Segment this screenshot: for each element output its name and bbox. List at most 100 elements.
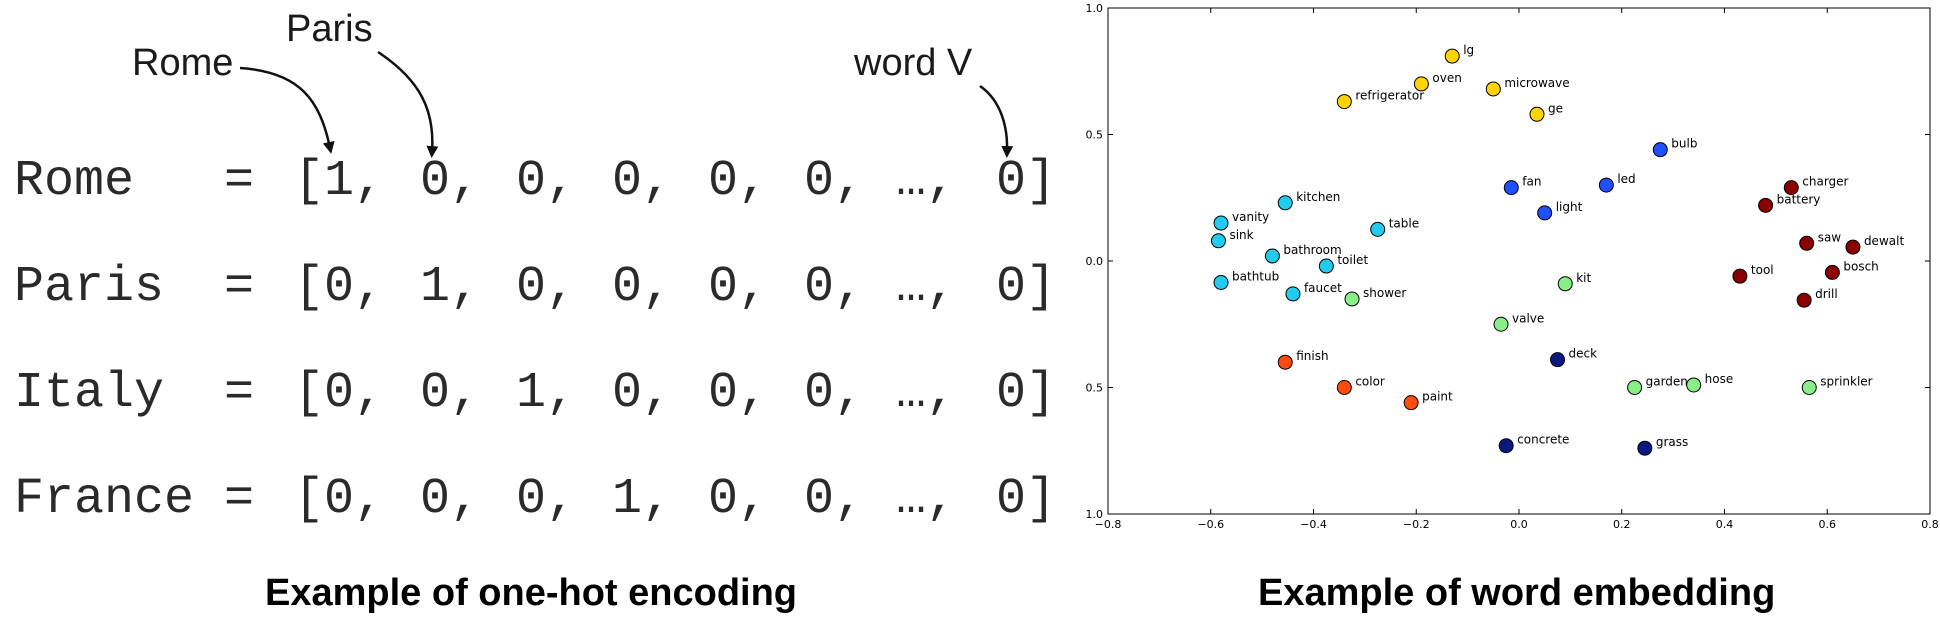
y-tick-label: 1.0 [1086, 2, 1104, 15]
vector-cell: 1, [612, 471, 673, 528]
point-label-vanity: vanity [1232, 210, 1269, 224]
vector-cell: 0, [324, 365, 385, 422]
x-tick-label: −0.4 [1300, 518, 1327, 531]
point-label-faucet: faucet [1304, 281, 1342, 295]
open-bracket: [ [294, 259, 325, 316]
callout-paris: Paris [286, 8, 373, 50]
point-sink [1210, 233, 1226, 249]
point-drill [1796, 292, 1812, 308]
equals-sign: = [224, 259, 255, 316]
point-label-toilet: toilet [1337, 253, 1368, 267]
point-label-light: light [1556, 200, 1583, 214]
point-color [1336, 380, 1352, 395]
vector-cell: 0, [804, 471, 865, 528]
x-tick-label: −0.8 [1095, 518, 1122, 531]
point-fan [1503, 180, 1519, 196]
x-tick-label: 0.8 [1921, 518, 1939, 531]
equals-sign: = [224, 471, 255, 528]
vector-cell: 0, [804, 153, 865, 210]
x-tick-label: 0.2 [1613, 518, 1631, 531]
point-label-bulb: bulb [1671, 137, 1697, 151]
row-word: France [14, 471, 195, 528]
x-tick-label: −0.6 [1197, 518, 1224, 531]
point-bathtub [1213, 275, 1229, 291]
open-bracket: [ [294, 153, 325, 210]
point-label-refrigerator: refrigerator [1355, 89, 1424, 103]
vector-cell: 0, [516, 471, 577, 528]
one-hot-panel: Rome Paris word V Rome = [ 1, 0, 0, 0, 0… [0, 8, 1060, 532]
point-label-finish: finish [1296, 349, 1328, 363]
equals-sign: = [224, 365, 255, 422]
point-charger [1783, 180, 1799, 196]
point-hose [1686, 377, 1702, 393]
vector-cell: …, [896, 471, 957, 528]
point-bathroom [1264, 248, 1280, 264]
vector-cell: 0 [996, 259, 1027, 316]
point-lg [1444, 48, 1460, 64]
point-tool [1732, 268, 1748, 284]
close-bracket: ] [1026, 259, 1057, 316]
one-hot-row-rome: Rome = [ 1, 0, 0, 0, 0, 0, …, 0 ] [0, 150, 1060, 214]
close-bracket: ] [1026, 365, 1057, 422]
vector-cell: 0, [708, 259, 769, 316]
point-sprinkler [1801, 380, 1817, 395]
point-ge [1529, 106, 1545, 122]
y-tick-label: 0.5 [1086, 382, 1104, 395]
vector-cell: 0, [420, 153, 481, 210]
point-dewalt [1845, 239, 1861, 255]
point-label-charger: charger [1802, 175, 1848, 189]
point-oven [1413, 76, 1429, 92]
point-label-bathroom: bathroom [1283, 243, 1341, 257]
point-concrete [1498, 438, 1514, 454]
one-hot-row-italy: Italy = [ 0, 0, 1, 0, 0, 0, …, 0 ] [0, 362, 1060, 426]
point-label-drill: drill [1815, 287, 1838, 301]
vector-cell: 0, [804, 259, 865, 316]
vector-cell: 0, [612, 259, 673, 316]
vector-cell: 0, [708, 471, 769, 528]
vector-cell: 1, [516, 365, 577, 422]
point-label-led: led [1617, 172, 1635, 186]
point-label-ge: ge [1548, 101, 1563, 115]
open-bracket: [ [294, 471, 325, 528]
point-table [1370, 221, 1386, 237]
point-refrigerator [1336, 94, 1352, 110]
point-label-paint: paint [1422, 390, 1453, 404]
one-hot-row-france: France = [ 0, 0, 0, 1, 0, 0, …, 0 ] [0, 468, 1060, 532]
point-bulb [1652, 142, 1668, 158]
point-label-battery: battery [1777, 192, 1821, 206]
one-hot-row-paris: Paris = [ 0, 1, 0, 0, 0, 0, …, 0 ] [0, 256, 1060, 320]
vector-cell: 0, [612, 153, 673, 210]
arrow-paris [377, 50, 439, 158]
point-label-table: table [1389, 216, 1419, 230]
vector-cell: 1, [324, 153, 385, 210]
word-embedding-chart: −0.8 −0.6 −0.4 −0.2 0.0 0.2 0.4 0.6 0.8 1.0 0.5 0.0… [1086, 2, 1939, 531]
arrow-rome [239, 66, 335, 154]
point-label-dewalt: dewalt [1864, 234, 1905, 248]
point-label-grass: grass [1656, 435, 1688, 449]
point-label-kit: kit [1576, 271, 1591, 285]
point-paint [1403, 395, 1419, 411]
point-label-color: color [1355, 375, 1385, 389]
point-light [1537, 205, 1553, 221]
vector-cell: 0, [324, 259, 385, 316]
row-word: Rome [14, 153, 135, 210]
point-garden [1627, 380, 1643, 395]
vector-cell: 0 [996, 365, 1027, 422]
point-label-bosch: bosch [1843, 259, 1878, 273]
point-label-oven: oven [1432, 71, 1461, 85]
y-tick-label: 1.0 [1086, 508, 1104, 521]
point-label-sprinkler: sprinkler [1820, 375, 1872, 389]
vector-cell: …, [896, 365, 957, 422]
vector-cell: 0, [804, 365, 865, 422]
callout-word-v: word V [854, 42, 973, 84]
point-label-microwave: microwave [1504, 76, 1569, 90]
vector-cell: 0, [420, 471, 481, 528]
point-finish [1277, 354, 1293, 370]
x-tick-label: 0.4 [1716, 518, 1734, 531]
vector-cell: 0, [420, 365, 481, 422]
point-valve [1493, 316, 1509, 332]
x-tick-label: −0.2 [1403, 518, 1430, 531]
vector-cell: 0 [996, 153, 1027, 210]
vector-cell: 0, [612, 365, 673, 422]
